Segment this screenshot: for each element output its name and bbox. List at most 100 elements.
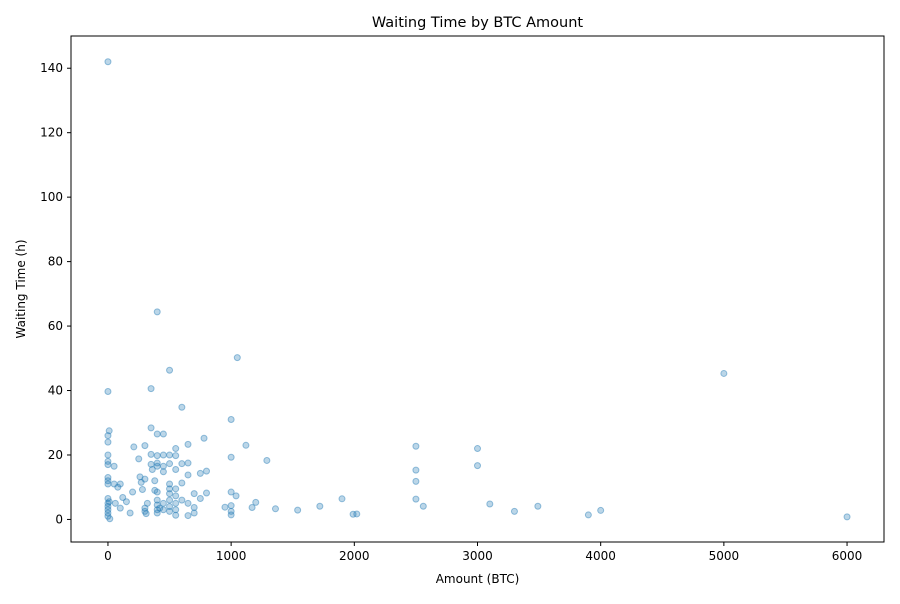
data-point bbox=[104, 509, 112, 517]
data-point bbox=[138, 485, 146, 493]
data-point bbox=[136, 473, 144, 481]
y-tick-label: 80 bbox=[48, 255, 63, 269]
data-point bbox=[510, 507, 518, 515]
data-point bbox=[106, 515, 114, 523]
y-tick-label: 100 bbox=[40, 190, 63, 204]
x-tick-label: 4000 bbox=[585, 549, 616, 563]
data-point bbox=[104, 499, 112, 507]
y-axis: 0 20 40 60 80 100 120 140 bbox=[40, 61, 71, 526]
data-point bbox=[227, 416, 235, 424]
data-point bbox=[178, 479, 186, 487]
y-tick-label: 0 bbox=[55, 512, 63, 526]
data-point bbox=[166, 507, 174, 515]
data-point bbox=[153, 501, 161, 509]
data-point bbox=[141, 504, 149, 512]
y-tick-label: 60 bbox=[48, 319, 63, 333]
data-point bbox=[159, 499, 167, 507]
data-point bbox=[166, 485, 174, 493]
data-point bbox=[153, 496, 161, 504]
data-point bbox=[104, 438, 112, 446]
data-point bbox=[105, 498, 113, 506]
data-point bbox=[263, 456, 271, 464]
data-point bbox=[597, 506, 605, 514]
data-point bbox=[227, 507, 235, 515]
y-tick-label: 40 bbox=[48, 384, 63, 398]
data-point bbox=[141, 475, 149, 483]
data-point bbox=[126, 509, 134, 517]
y-axis-label: Waiting Time (h) bbox=[14, 239, 28, 338]
data-point bbox=[338, 495, 346, 503]
data-point bbox=[534, 502, 542, 510]
x-tick-label: 0 bbox=[104, 549, 112, 563]
data-point bbox=[474, 445, 481, 453]
data-point bbox=[151, 486, 159, 494]
data-point bbox=[178, 460, 186, 468]
data-point bbox=[153, 462, 161, 470]
data-point bbox=[148, 465, 156, 473]
data-point bbox=[159, 451, 167, 459]
data-point bbox=[252, 498, 260, 506]
data-point bbox=[190, 490, 198, 498]
data-point bbox=[486, 500, 494, 508]
data-point bbox=[153, 308, 161, 316]
data-point bbox=[110, 480, 118, 488]
data-point bbox=[159, 506, 167, 514]
data-point bbox=[111, 499, 119, 507]
data-point bbox=[178, 403, 186, 411]
data-point bbox=[172, 452, 180, 460]
data-point bbox=[147, 450, 155, 458]
data-point bbox=[153, 509, 161, 517]
data-point bbox=[166, 490, 174, 498]
data-point bbox=[294, 506, 302, 514]
data-point bbox=[159, 462, 167, 470]
data-point bbox=[151, 477, 159, 485]
data-point bbox=[147, 424, 155, 432]
data-point bbox=[227, 488, 235, 496]
data-point bbox=[141, 442, 149, 450]
data-point bbox=[104, 477, 112, 485]
data-point bbox=[104, 480, 112, 488]
data-point bbox=[412, 495, 420, 503]
data-point bbox=[196, 494, 204, 502]
data-point bbox=[141, 507, 149, 515]
data-point bbox=[166, 496, 174, 504]
data-point bbox=[153, 459, 161, 467]
data-point bbox=[172, 492, 180, 500]
data-point bbox=[104, 503, 112, 511]
data-point bbox=[104, 461, 112, 469]
data-point bbox=[203, 489, 210, 497]
data-point bbox=[184, 499, 192, 507]
data-point bbox=[184, 440, 192, 448]
data-point bbox=[843, 513, 851, 521]
data-point bbox=[104, 512, 112, 520]
data-point bbox=[116, 480, 124, 488]
data-point bbox=[184, 512, 192, 520]
x-axis-label: Amount (BTC) bbox=[436, 572, 520, 586]
data-point bbox=[153, 506, 161, 514]
data-point bbox=[104, 58, 112, 66]
data-point bbox=[172, 511, 180, 519]
data-point bbox=[172, 485, 180, 493]
data-point bbox=[720, 369, 728, 377]
data-point bbox=[184, 459, 192, 467]
data-point bbox=[156, 504, 164, 512]
data-point bbox=[159, 468, 167, 476]
data-point bbox=[227, 502, 235, 510]
data-point bbox=[159, 430, 167, 438]
data-point bbox=[221, 503, 229, 511]
data-point bbox=[190, 504, 198, 512]
data-point bbox=[172, 465, 180, 473]
data-point bbox=[412, 477, 420, 485]
data-point bbox=[114, 483, 122, 491]
data-point bbox=[129, 488, 137, 496]
data-point bbox=[184, 471, 192, 479]
data-point bbox=[190, 509, 198, 517]
data-point bbox=[104, 506, 112, 514]
data-point bbox=[349, 510, 357, 518]
data-point bbox=[412, 466, 420, 474]
data-point bbox=[172, 499, 180, 507]
data-point bbox=[105, 427, 113, 435]
data-point bbox=[135, 455, 143, 463]
data-point bbox=[147, 460, 155, 468]
